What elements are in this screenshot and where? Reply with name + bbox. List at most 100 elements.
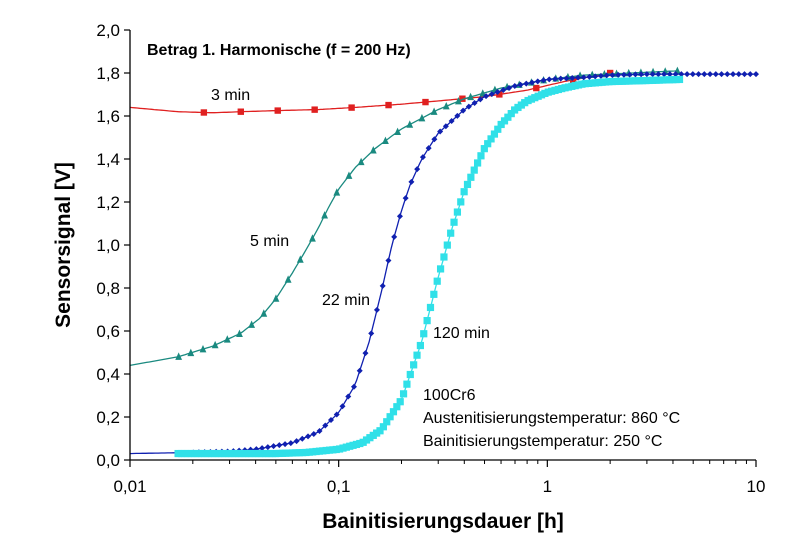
data-point xyxy=(666,71,673,78)
data-point xyxy=(529,79,536,86)
data-point xyxy=(592,73,599,80)
data-point xyxy=(580,74,587,81)
data-point xyxy=(391,233,398,240)
data-point xyxy=(287,440,294,447)
data-point xyxy=(426,303,435,312)
data-point xyxy=(507,109,515,118)
data-point xyxy=(394,127,402,135)
data-point xyxy=(483,93,490,100)
data-point xyxy=(574,74,581,81)
data-point xyxy=(368,330,375,337)
series-3 xyxy=(129,71,759,456)
data-point xyxy=(615,71,622,78)
data-point xyxy=(480,145,488,153)
data-point xyxy=(420,330,428,338)
data-point xyxy=(264,444,271,451)
data-point xyxy=(270,443,277,450)
data-point xyxy=(402,195,409,202)
y-tick-label: 1,2 xyxy=(96,193,120,212)
data-point xyxy=(211,340,219,349)
data-point xyxy=(436,265,445,273)
data-point xyxy=(447,229,455,237)
data-point xyxy=(455,97,462,105)
data-point xyxy=(430,107,438,115)
data-point xyxy=(517,81,524,88)
data-point xyxy=(385,257,392,264)
data-point xyxy=(399,390,408,398)
series-line xyxy=(129,70,678,367)
data-point xyxy=(448,118,455,125)
data-point xyxy=(408,178,415,185)
data-point xyxy=(586,73,593,80)
data-point xyxy=(463,180,472,189)
data-point xyxy=(389,408,398,416)
data-point xyxy=(741,71,748,78)
series-label-120min: 120 min xyxy=(433,325,490,342)
data-point xyxy=(453,208,462,216)
data-point xyxy=(497,120,505,129)
data-point xyxy=(379,423,387,431)
data-point xyxy=(236,329,243,338)
data-point xyxy=(433,277,441,285)
y-tick-label: 2,0 xyxy=(96,21,120,40)
data-point xyxy=(638,71,645,78)
data-point xyxy=(457,198,465,206)
data-point xyxy=(643,71,650,78)
data-point xyxy=(276,442,283,449)
y-tick-label: 0,8 xyxy=(96,279,120,298)
data-point xyxy=(632,71,639,78)
data-point xyxy=(540,77,547,84)
data-point xyxy=(316,428,323,435)
data-point xyxy=(470,166,478,174)
data-point xyxy=(299,435,306,442)
data-point xyxy=(471,99,478,106)
data-point xyxy=(655,71,662,78)
data-point xyxy=(563,75,570,82)
data-point xyxy=(459,95,466,102)
data-point xyxy=(376,427,384,435)
x-tick-label: 1 xyxy=(543,477,552,496)
y-tick-label: 0,2 xyxy=(96,408,120,427)
data-point xyxy=(440,253,448,261)
data-point xyxy=(345,393,352,400)
data-point xyxy=(416,341,424,350)
data-point xyxy=(414,166,421,173)
data-point xyxy=(373,306,380,313)
data-point xyxy=(672,71,679,78)
data-point xyxy=(406,370,414,379)
data-point xyxy=(333,188,341,196)
data-point xyxy=(450,218,458,226)
data-point xyxy=(322,422,329,429)
data-point xyxy=(311,106,318,113)
data-point xyxy=(396,213,403,220)
data-point xyxy=(701,71,708,78)
data-point xyxy=(430,290,438,298)
data-point xyxy=(393,403,401,411)
series-line xyxy=(129,72,611,114)
data-point xyxy=(477,152,485,160)
data-point xyxy=(609,72,616,79)
data-point xyxy=(274,107,281,114)
data-point xyxy=(284,275,292,283)
y-tick-label: 1,4 xyxy=(96,150,120,169)
series-label-3min: 3 min xyxy=(211,87,250,104)
data-point xyxy=(423,317,431,325)
data-point xyxy=(310,430,317,437)
data-point xyxy=(500,87,507,94)
y-tick-label: 1,0 xyxy=(96,236,120,255)
data-point xyxy=(223,335,231,343)
data-point xyxy=(259,445,266,452)
series-layer xyxy=(129,66,759,458)
data-point xyxy=(305,433,312,440)
chart-title: Betrag 1. Harmonische (f = 200 Hz) xyxy=(147,42,411,59)
data-point xyxy=(467,173,475,181)
series-4 xyxy=(174,75,684,458)
y-tick-label: 0,4 xyxy=(96,365,120,384)
data-point xyxy=(339,403,346,410)
data-point xyxy=(477,96,484,103)
data-point xyxy=(465,103,472,110)
annotation-material: 100Cr6 xyxy=(423,387,476,404)
data-point xyxy=(546,76,553,83)
data-point xyxy=(460,188,468,196)
series-label-5min: 5 min xyxy=(250,233,289,250)
